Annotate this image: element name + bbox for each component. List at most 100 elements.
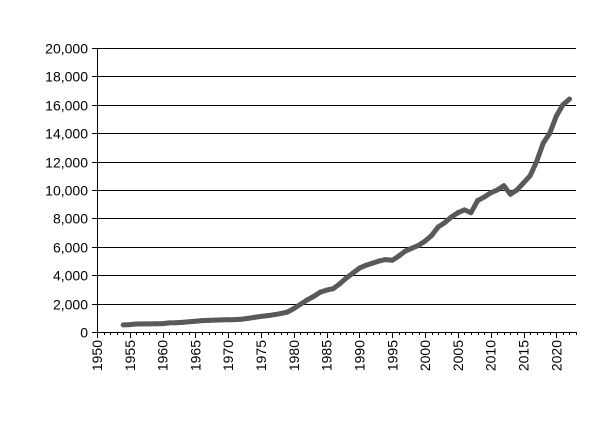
x-tick-label: 2020 [548,340,564,371]
y-tick-label: 10,000 [45,183,88,199]
y-tick-label: 18,000 [45,69,88,85]
x-tick-label: 1955 [122,340,138,371]
data-point [311,294,317,299]
data-point [376,258,382,264]
x-tick-label: 1985 [319,340,335,371]
data-point [461,207,467,213]
data-point [389,257,395,263]
x-tick-label: 1970 [220,340,236,371]
data-point [219,317,225,323]
axes [92,48,577,338]
data-point [547,130,553,136]
y-tick-label: 0 [80,325,88,341]
data-point [494,187,500,193]
data-point [363,262,369,268]
data-point [291,306,297,312]
data-point [383,257,389,263]
gridlines [97,48,576,305]
data-point [507,191,513,197]
data-point [160,321,166,327]
data-point [468,210,474,216]
data-point [206,317,212,323]
y-tick-label: 12,000 [45,155,88,171]
data-point [304,297,310,303]
data-point [317,289,323,295]
data-point [238,316,244,322]
y-tick-label: 14,000 [45,126,88,142]
data-point [192,318,198,324]
data-point [297,301,303,307]
data-point [265,313,271,319]
x-tick-label: 1965 [187,340,203,371]
data-point [245,315,251,321]
data-point [475,198,481,204]
data-point [284,309,290,315]
data-point [199,318,205,324]
data-point [232,317,238,323]
data-point [120,322,126,328]
y-tick-label: 20,000 [45,41,88,57]
x-tick-label: 2005 [450,340,466,371]
data-point [258,313,264,319]
x-tick-label: 1995 [384,340,400,371]
x-tick-label: 1950 [89,340,105,371]
data-point [540,140,546,146]
y-tick-label: 2,000 [53,297,88,313]
data-point [153,321,159,327]
data-point [521,180,527,186]
y-tick-label: 8,000 [53,211,88,227]
data-point [402,248,408,254]
data-point [343,275,349,281]
x-tick-label: 2015 [516,340,532,371]
data-point [455,210,461,216]
data-point [501,183,507,189]
data-point [527,173,533,179]
x-tick-label: 1990 [351,340,367,371]
data-point [186,319,192,325]
data-point [409,245,415,251]
data-point [370,260,376,266]
data-point [416,242,422,248]
data-point [435,224,441,230]
data-point [324,287,330,293]
data-point [514,187,520,193]
tick-labels: 0 2,000 4,000 6,000 8,000 10,000 12,000 14,000 1… [45,41,564,372]
x-tick-label: 2000 [417,340,433,371]
data-point [140,321,146,327]
data-point [173,320,179,326]
y-tick-label: 4,000 [53,268,88,284]
data-point [271,312,277,318]
data-point [448,214,454,220]
data-point [166,320,172,326]
data-point [553,113,559,119]
data-point [225,317,231,323]
data-point [337,281,343,287]
data-point [566,96,572,102]
data-point [350,270,356,276]
x-tick-label: 2010 [483,340,499,371]
data-point [133,321,139,327]
data-point [330,286,336,292]
data-point [179,319,185,325]
y-tick-label: 16,000 [45,98,88,114]
x-tick-label: 1980 [286,340,302,371]
data-point [278,311,284,317]
data-point [442,220,448,226]
data-point [422,238,428,244]
y-tick-label: 6,000 [53,240,88,256]
series-layer [120,96,572,328]
x-tick-label: 1960 [155,340,171,371]
data-point [481,194,487,200]
data-point [356,265,362,271]
data-point [146,321,152,327]
data-point [560,102,566,108]
data-point [488,190,494,196]
data-point [396,253,402,259]
data-point [429,232,435,238]
data-point [534,159,540,165]
data-point [127,322,133,328]
data-point [251,314,257,320]
series-line [120,96,572,328]
data-point [212,317,218,323]
